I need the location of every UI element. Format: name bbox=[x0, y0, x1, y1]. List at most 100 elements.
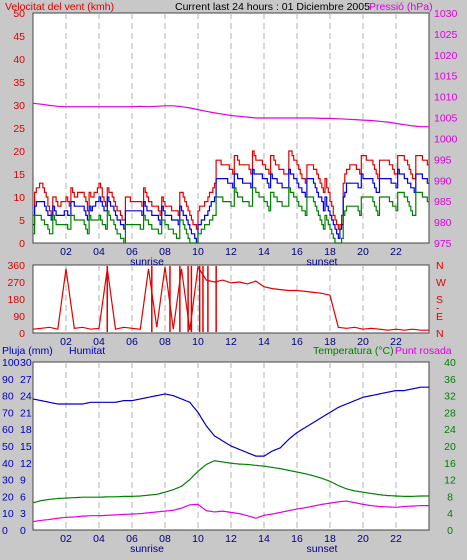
wind-min-line bbox=[33, 187, 429, 244]
temperature-y-tick: 12 bbox=[444, 475, 456, 487]
pressure-y-tick: 975 bbox=[434, 238, 452, 250]
pressure-y-tick: 980 bbox=[434, 217, 452, 229]
pressure-line bbox=[32, 102, 429, 128]
humidity-y-tick: 60 bbox=[2, 424, 14, 436]
x-tick-label: 10 bbox=[192, 336, 204, 348]
temperature-y-tick: 4 bbox=[447, 508, 453, 520]
dewpoint-axis-title: Punt rosada bbox=[395, 345, 452, 357]
direction-y-tick: 0 bbox=[19, 328, 25, 340]
pressure-y-tick: 1025 bbox=[434, 29, 458, 41]
humidity-y-tick: 10 bbox=[2, 508, 14, 520]
humidity-axis-title: Humitat bbox=[69, 345, 105, 357]
humidity-y-tick: 50 bbox=[2, 441, 14, 453]
wind-y-tick: 10 bbox=[13, 192, 25, 204]
x-tick-label: 16 bbox=[291, 336, 303, 348]
wind-y-tick: 30 bbox=[13, 100, 25, 112]
pressure-y-tick: 1015 bbox=[434, 71, 458, 83]
humidity-line bbox=[32, 386, 429, 457]
x-tick-label: 20 bbox=[357, 533, 369, 545]
x-tick-label: 14 bbox=[258, 246, 270, 258]
series-layer bbox=[32, 102, 429, 523]
rain-y-tick: 15 bbox=[20, 441, 32, 453]
wind-y-tick: 40 bbox=[13, 54, 25, 66]
x-tick-label: 08 bbox=[159, 533, 171, 545]
x-tick-label: 02 bbox=[60, 336, 72, 348]
temperature-y-tick: 8 bbox=[447, 491, 453, 503]
humidity-y-tick: 40 bbox=[2, 458, 14, 470]
pressure-y-tick: 1030 bbox=[434, 8, 458, 20]
x-tick-label: 14 bbox=[258, 336, 270, 348]
x-tick-label: 12 bbox=[225, 336, 237, 348]
x-tick-label: 22 bbox=[390, 336, 402, 348]
rain-y-tick: 21 bbox=[20, 407, 32, 419]
wind-axis-title: Velocitat del vent (kmh) bbox=[5, 1, 114, 13]
rain-y-tick: 12 bbox=[20, 458, 32, 470]
direction-y-tick: 180 bbox=[7, 294, 25, 306]
rain-y-tick: 0 bbox=[20, 525, 26, 537]
wind-avg-line bbox=[33, 168, 429, 244]
humidity-y-tick: 70 bbox=[2, 407, 14, 419]
sunrise-label: sunrise bbox=[130, 543, 164, 555]
rain-y-tick: 6 bbox=[20, 491, 26, 503]
humidity-y-tick: 30 bbox=[2, 475, 14, 487]
direction-y-tick: 270 bbox=[7, 277, 25, 289]
temperature-y-tick: 24 bbox=[444, 424, 456, 436]
compass-tick: W bbox=[436, 277, 446, 289]
x-tick-label: 20 bbox=[357, 336, 369, 348]
humidity-y-tick: 100 bbox=[2, 357, 20, 369]
wind-y-tick: 5 bbox=[19, 215, 25, 227]
wind-y-tick: 20 bbox=[13, 146, 25, 158]
x-tick-label: 22 bbox=[390, 533, 402, 545]
temperature-y-tick: 32 bbox=[444, 391, 456, 403]
temperature-y-tick: 40 bbox=[444, 357, 456, 369]
wind-y-tick: 45 bbox=[13, 31, 25, 43]
x-tick-label: 12 bbox=[225, 533, 237, 545]
x-tick-label: 06 bbox=[126, 336, 138, 348]
sunset-label: sunset bbox=[307, 543, 338, 555]
rain-axis-title: Pluja (mm) bbox=[2, 345, 53, 357]
wind-y-tick: 15 bbox=[13, 169, 25, 181]
x-tick-label: 10 bbox=[192, 533, 204, 545]
x-tick-label: 02 bbox=[60, 246, 72, 258]
rain-y-tick: 24 bbox=[20, 391, 32, 403]
temperature-axis-title: Temperatura (°C) bbox=[313, 345, 394, 357]
humidity-y-tick: 80 bbox=[2, 391, 14, 403]
direction-y-tick: 90 bbox=[13, 311, 25, 323]
pressure-y-tick: 1010 bbox=[434, 92, 458, 104]
wind-y-tick: 35 bbox=[13, 77, 25, 89]
grid-layer bbox=[65, 13, 397, 530]
rain-y-tick: 3 bbox=[20, 508, 26, 520]
x-tick-label: 22 bbox=[390, 246, 402, 258]
temperature-y-tick: 16 bbox=[444, 458, 456, 470]
humidity-y-tick: 90 bbox=[2, 374, 14, 386]
x-tick-label: 16 bbox=[291, 533, 303, 545]
x-tick-label: 18 bbox=[324, 533, 336, 545]
compass-dash: - bbox=[436, 303, 440, 315]
compass-tick: N bbox=[436, 328, 444, 340]
pressure-y-tick: 995 bbox=[434, 154, 452, 166]
rain-y-tick: 30 bbox=[20, 357, 32, 369]
x-tick-label: 20 bbox=[357, 246, 369, 258]
compass-tick: E bbox=[436, 311, 443, 323]
pressure-y-tick: 1005 bbox=[434, 113, 458, 125]
wind-y-tick: 50 bbox=[13, 8, 25, 20]
x-tick-label: 06 bbox=[126, 246, 138, 258]
temperature-line bbox=[32, 460, 429, 504]
x-tick-label: 18 bbox=[324, 246, 336, 258]
temperature-y-tick: 28 bbox=[444, 407, 456, 419]
temperature-y-tick: 36 bbox=[444, 374, 456, 386]
pressure-y-tick: 1020 bbox=[434, 50, 458, 62]
wind-max-line bbox=[33, 150, 429, 230]
rain-y-tick: 9 bbox=[20, 475, 26, 487]
pressure-y-tick: 990 bbox=[434, 175, 452, 187]
x-tick-label: 04 bbox=[93, 336, 105, 348]
x-tick-label: 08 bbox=[159, 246, 171, 258]
x-tick-label: 04 bbox=[93, 533, 105, 545]
pressure-axis-title: Pressió (hPa) bbox=[369, 1, 433, 13]
direction-line bbox=[32, 265, 429, 331]
direction-y-tick: 360 bbox=[7, 260, 25, 272]
rain-y-tick: 27 bbox=[20, 374, 32, 386]
